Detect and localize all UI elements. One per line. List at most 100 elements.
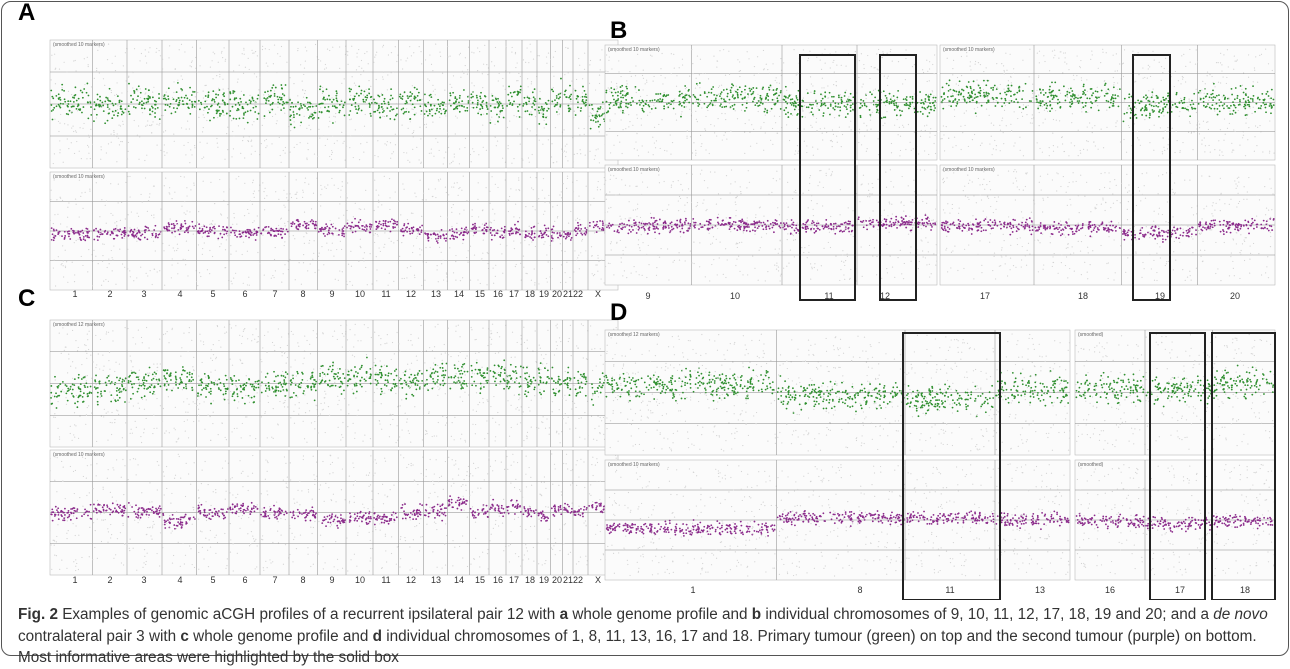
- probe-point: [143, 102, 145, 104]
- background-probe: [564, 150, 565, 151]
- probe-point: [403, 225, 405, 227]
- background-probe: [520, 242, 521, 243]
- background-probe: [421, 285, 422, 286]
- probe-point: [68, 230, 70, 232]
- probe-point: [860, 103, 862, 105]
- probe-point: [456, 99, 458, 101]
- probe-point: [247, 122, 249, 124]
- probe-point: [497, 232, 499, 234]
- probe-point: [177, 82, 179, 84]
- background-probe: [313, 253, 314, 254]
- probe-point: [501, 110, 503, 112]
- background-probe: [437, 269, 438, 270]
- probe-point: [749, 88, 751, 90]
- background-probe: [432, 70, 433, 71]
- probe-point: [235, 230, 237, 232]
- background-probe: [262, 182, 263, 183]
- background-probe: [51, 79, 52, 80]
- background-probe: [275, 270, 276, 271]
- probe-point: [106, 233, 108, 235]
- background-probe: [319, 137, 320, 138]
- probe-point: [622, 94, 624, 96]
- probe-point: [920, 111, 922, 113]
- probe-point: [141, 107, 143, 109]
- probe-point: [654, 99, 656, 101]
- probe-point: [847, 113, 849, 115]
- probe-point: [636, 232, 638, 234]
- background-probe: [159, 123, 160, 124]
- background-probe: [710, 244, 711, 245]
- background-probe: [390, 158, 391, 159]
- background-probe: [693, 142, 694, 143]
- background-probe: [128, 76, 129, 77]
- background-probe: [332, 135, 333, 136]
- background-probe: [697, 121, 698, 122]
- background-probe: [532, 154, 533, 155]
- background-probe: [235, 273, 236, 274]
- probe-point: [654, 221, 656, 223]
- background-probe: [932, 64, 933, 65]
- probe-point: [410, 100, 412, 102]
- probe-point: [154, 112, 156, 114]
- probe-point: [792, 102, 794, 104]
- background-probe: [610, 243, 611, 244]
- probe-point: [267, 97, 269, 99]
- background-probe: [529, 162, 530, 163]
- probe-point: [252, 98, 254, 100]
- background-probe: [128, 151, 129, 152]
- background-probe: [461, 190, 462, 191]
- background-probe: [662, 83, 663, 84]
- background-probe: [715, 94, 716, 95]
- probe-point: [58, 97, 60, 99]
- probe-point: [192, 91, 194, 93]
- background-probe: [870, 129, 871, 130]
- probe-point: [94, 108, 96, 110]
- chromosome-label: 21: [563, 289, 573, 299]
- background-probe: [80, 196, 81, 197]
- probe-point: [207, 96, 209, 98]
- background-probe: [439, 150, 440, 151]
- background-probe: [499, 114, 500, 115]
- probe-point: [245, 102, 247, 104]
- probe-point: [167, 95, 169, 97]
- probe-point: [846, 100, 848, 102]
- probe-point: [641, 108, 643, 110]
- background-probe: [378, 206, 379, 207]
- probe-point: [95, 228, 97, 230]
- probe-point: [342, 106, 344, 108]
- background-probe: [194, 147, 195, 148]
- probe-point: [866, 106, 868, 108]
- background-probe: [308, 125, 309, 126]
- probe-point: [746, 102, 748, 104]
- probe-point: [257, 94, 259, 96]
- probe-point: [443, 102, 445, 104]
- background-probe: [405, 60, 406, 61]
- probe-point: [715, 98, 717, 100]
- background-probe: [342, 186, 343, 187]
- background-probe: [214, 53, 215, 54]
- probe-point: [240, 101, 242, 103]
- background-probe: [718, 99, 719, 100]
- background-probe: [116, 226, 117, 227]
- probe-point: [815, 100, 817, 102]
- background-probe: [186, 210, 187, 211]
- background-probe: [482, 87, 483, 88]
- background-probe: [700, 173, 701, 174]
- probe-point: [759, 105, 761, 107]
- probe-point: [267, 90, 269, 92]
- probe-point: [338, 234, 340, 236]
- probe-point: [508, 86, 510, 88]
- probe-point: [300, 105, 302, 107]
- probe-point: [524, 110, 526, 112]
- background-probe: [191, 154, 192, 155]
- background-probe: [483, 147, 484, 148]
- background-probe: [668, 204, 669, 205]
- background-probe: [315, 44, 316, 45]
- background-probe: [543, 214, 544, 215]
- background-probe: [646, 80, 647, 81]
- probe-point: [582, 86, 584, 88]
- background-probe: [599, 162, 600, 163]
- background-probe: [767, 271, 768, 272]
- probe-point: [513, 101, 515, 103]
- probe-point: [474, 232, 476, 234]
